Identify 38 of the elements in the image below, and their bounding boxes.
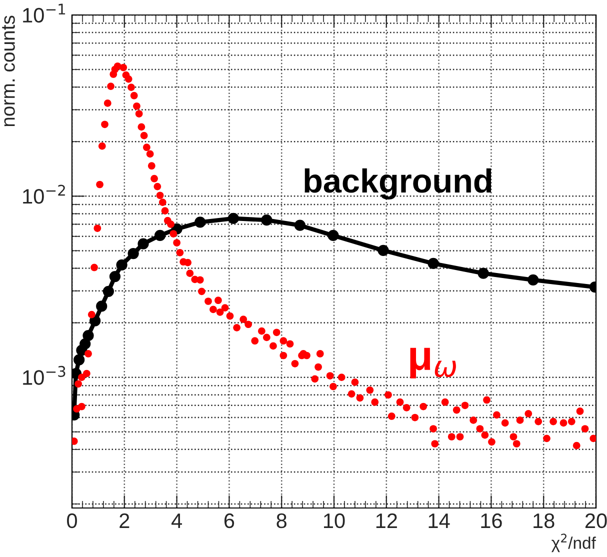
point: [128, 248, 139, 260]
point: [378, 244, 389, 256]
point: [90, 315, 101, 326]
point: [294, 220, 306, 231]
point: [228, 212, 239, 224]
series-label: background: [304, 168, 492, 200]
point: [261, 214, 272, 226]
point: [102, 286, 114, 297]
point: [82, 330, 94, 342]
x-tick-label: 10: [324, 513, 345, 528]
point: [80, 338, 91, 350]
x-tick-label: 14: [428, 514, 450, 528]
point: [116, 259, 128, 271]
y-tick-label: 10$^{−3}$: [23, 366, 66, 385]
y-tick-label: 10$^{−1}$: [23, 4, 66, 23]
point: [194, 216, 206, 228]
x-tick-label: 20: [585, 513, 607, 528]
point: [74, 354, 85, 366]
point: [478, 268, 489, 279]
x-tick-label: 8: [276, 513, 286, 528]
point: [109, 270, 121, 282]
x-tick-label: 0: [67, 513, 77, 528]
x-tick-label: 16: [481, 513, 502, 528]
x-tick-label: 4: [171, 514, 182, 528]
x-tick-label: 6: [224, 513, 234, 528]
y-tick-label: 10$^{−2}$: [23, 184, 65, 204]
point: [154, 230, 166, 241]
x-tick-label: 18: [534, 513, 554, 528]
x-tick-label: 12: [376, 513, 397, 528]
point: [138, 238, 149, 250]
point: [96, 300, 108, 312]
series-label: μ$_{ω}$: [410, 348, 456, 378]
x-tick-label: 2: [120, 513, 130, 528]
point: [528, 274, 539, 286]
point: [428, 258, 439, 270]
y-axis-title: norm. counts: [2, 16, 15, 126]
point: [328, 230, 339, 241]
x-axis-title: χ$^{2}$/ndf: [552, 534, 596, 552]
